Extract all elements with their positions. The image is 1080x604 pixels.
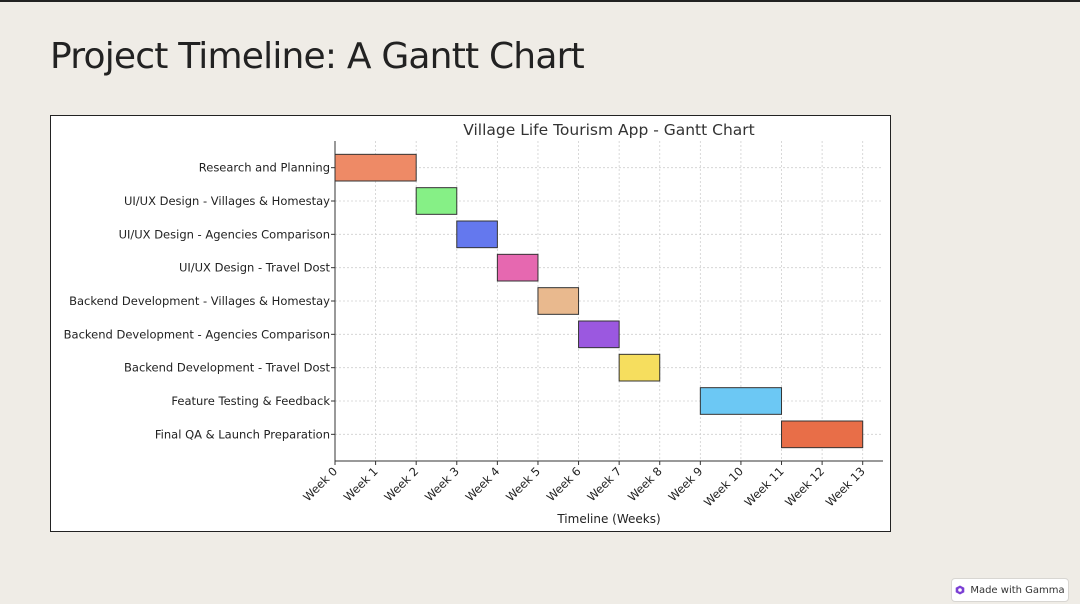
x-tick-label: Week 13 — [823, 464, 868, 509]
task-bar — [415, 187, 458, 215]
task-bar — [456, 220, 498, 249]
made-with-gamma-badge[interactable]: Made with Gamma — [951, 578, 1069, 602]
task-label: UI/UX Design - Agencies Comparison — [119, 227, 330, 241]
x-tick-label: Week 10 — [701, 464, 746, 509]
task-label: Backend Development - Travel Dost — [124, 361, 330, 375]
task-bar — [781, 420, 864, 449]
x-tick-label: Week 9 — [666, 464, 706, 504]
axis-layer — [331, 141, 883, 465]
x-tick-labels: Week 0 Week 1 Week 2 Week 3 Week 4 Week 5 Week… — [300, 464, 868, 509]
task-label: Feature Testing & Feedback — [171, 394, 330, 408]
x-tick-label: Week 3 — [422, 464, 462, 504]
task-bar — [496, 253, 539, 282]
x-tick-label: Week 4 — [463, 464, 503, 504]
badge-label: Made with Gamma — [970, 584, 1065, 596]
gantt-chart: Village Life Tourism App - Gantt Chart R… — [64, 121, 883, 526]
slide-title: Project Timeline: A Gantt Chart — [50, 36, 585, 77]
x-tick-label: Week 8 — [625, 464, 665, 504]
bar-layer — [334, 153, 864, 449]
x-axis-label: Timeline (Weeks) — [556, 512, 660, 526]
gantt-chart-frame: Village Life Tourism App - Gantt Chart R… — [50, 115, 891, 532]
task-label: UI/UX Design - Villages & Homestay — [124, 194, 330, 208]
y-tick-labels: Research and Planning UI/UX Design - Vill… — [64, 161, 331, 442]
task-label: UI/UX Design - Travel Dost — [179, 261, 331, 275]
x-tick-label: Week 11 — [742, 464, 787, 509]
task-label: Final QA & Launch Preparation — [155, 427, 330, 441]
task-label: Backend Development - Villages & Homesta… — [69, 294, 330, 308]
task-bar — [537, 287, 580, 315]
task-bar — [578, 320, 620, 349]
gamma-logo-icon — [956, 585, 965, 595]
task-bar — [334, 153, 417, 182]
task-bar — [699, 387, 783, 415]
x-tick-label: Week 2 — [381, 464, 421, 504]
chart-title: Village Life Tourism App - Gantt Chart — [463, 121, 755, 139]
x-tick-label: Week 7 — [584, 464, 624, 504]
x-tick-label: Week 0 — [300, 464, 340, 504]
task-label: Research and Planning — [199, 161, 330, 175]
x-tick-label: Week 1 — [341, 464, 381, 504]
x-tick-label: Week 5 — [503, 464, 543, 504]
x-tick-label: Week 6 — [544, 464, 584, 504]
task-label: Backend Development - Agencies Compariso… — [64, 327, 330, 341]
task-bar — [618, 353, 661, 382]
top-border-line — [0, 0, 1080, 2]
x-tick-label: Week 12 — [782, 464, 827, 509]
